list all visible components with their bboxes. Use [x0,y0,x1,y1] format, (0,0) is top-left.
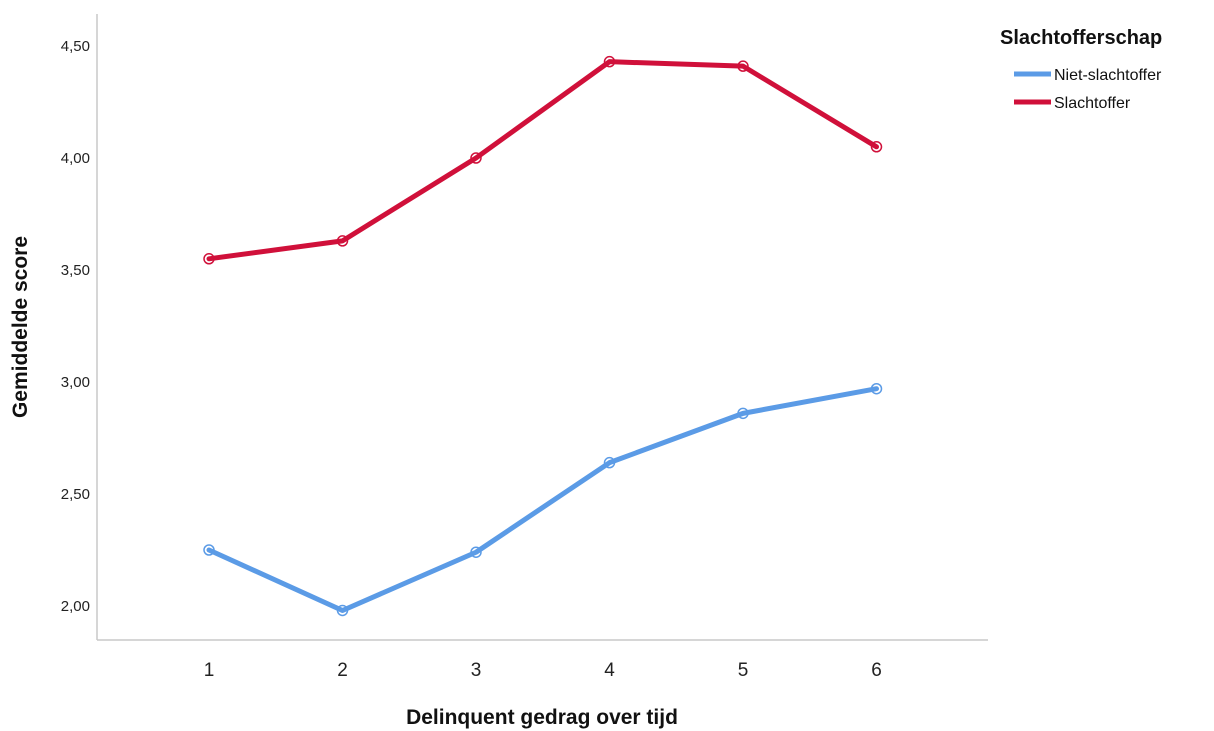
series-niet-slachtoffer [203,382,883,617]
data-point [870,141,883,153]
data-point [603,456,616,469]
legend-item: Slachtoffer [1014,95,1131,112]
x-tick-label: 5 [738,660,749,681]
x-tick-label: 3 [471,660,482,681]
y-tick-label: 3,50 [61,262,90,279]
x-tick-label: 6 [871,660,882,681]
x-axis-title: Delinquent gedrag over tijd [406,706,678,729]
legend: Slachtofferschap Niet-slachtoffer Slachto… [1000,27,1162,112]
y-tick-label: 4,00 [61,150,90,167]
x-tick-label: 2 [337,660,348,681]
data-point [203,544,215,556]
y-tick-label: 2,50 [61,486,90,503]
data-point [336,235,349,247]
data-point [737,407,749,420]
series [203,55,883,617]
x-tick-label: 1 [204,660,215,681]
y-tick-label: 2,00 [61,598,90,615]
data-point [336,604,349,617]
axes [96,14,988,641]
series-line [206,59,879,262]
data-point [470,152,482,164]
data-point [470,546,482,558]
legend-label: Niet-slachtoffer [1054,67,1162,84]
x-tick-label: 4 [604,660,615,681]
legend-item: Niet-slachtoffer [1014,67,1162,84]
data-point [603,55,616,68]
y-tick-label: 4,50 [61,38,90,55]
x-ticks: 1 2 3 4 5 6 [204,660,882,681]
series-line [206,386,879,613]
series-slachtoffer [203,55,883,265]
data-point [870,382,883,395]
y-tick-label: 3,00 [61,374,90,391]
data-point [737,60,749,72]
y-ticks: 2,00 2,50 3,00 3,50 4,00 4,50 [61,38,90,615]
legend-label: Slachtoffer [1054,95,1131,112]
data-point [203,253,215,265]
y-axis-title: Gemiddelde score [9,236,32,418]
legend-title: Slachtofferschap [1000,27,1162,49]
